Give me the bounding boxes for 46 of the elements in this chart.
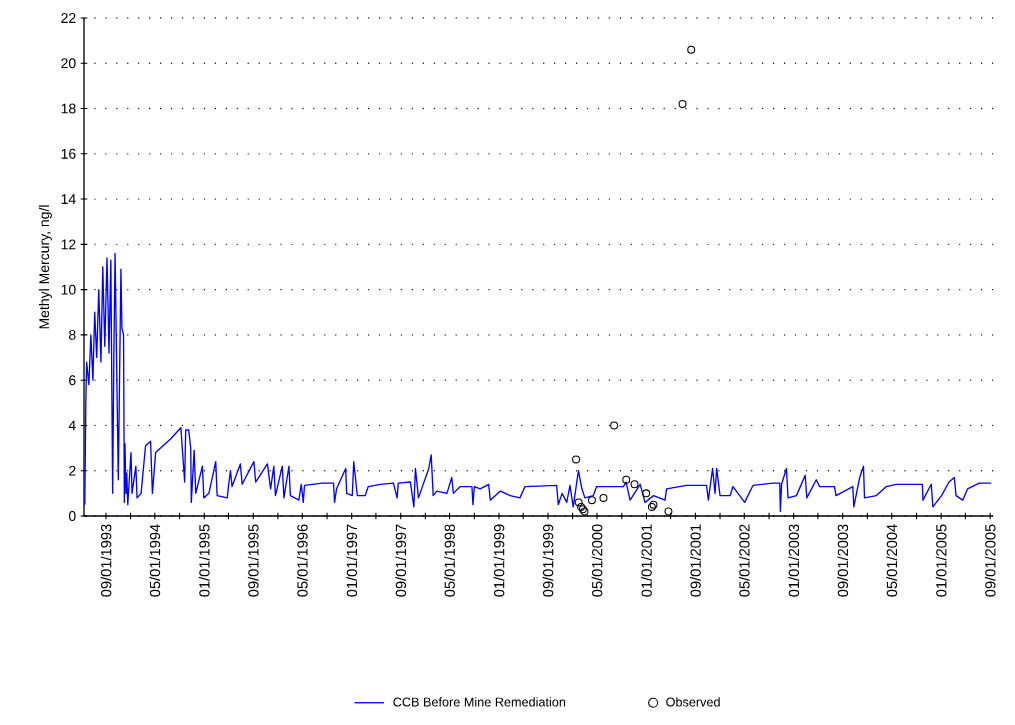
point	[678, 100, 687, 109]
x-tick-label: 01/01/1997	[346, 524, 358, 597]
line-series	[84, 252, 992, 513]
x-tick-label: 05/01/2000	[591, 524, 603, 597]
legend-label: CCB Before Mine Remediation	[393, 697, 566, 707]
x-tick-label: 09/01/2003	[837, 524, 849, 597]
y-tick-label: 10	[61, 284, 76, 295]
y-tick-label: 0	[68, 511, 76, 521]
y-tick-label: 12	[61, 239, 76, 250]
x-tick-label: 01/01/2003	[788, 524, 800, 597]
x-tick-label: 05/01/2004	[886, 524, 898, 597]
x-tick-label: 09/01/1995	[247, 524, 259, 597]
x-tick-label: 05/01/1998	[444, 524, 455, 597]
legend-label: Observed	[666, 697, 720, 707]
point	[687, 45, 696, 54]
point	[574, 498, 583, 507]
y-tick-label: 18	[61, 103, 76, 114]
y-tick-label: 4	[68, 420, 76, 431]
y-tick-label: 22	[61, 13, 76, 23]
y-tick-label: 20	[61, 58, 76, 69]
x-tick-label: 01/01/2005	[935, 524, 947, 597]
y-tick-label: 2	[69, 465, 76, 476]
x-tick-label: 01/01/1995	[198, 524, 210, 597]
point	[587, 496, 596, 505]
x-tick-label: 09/01/1999	[542, 524, 554, 597]
point	[622, 475, 631, 484]
point	[610, 421, 619, 430]
point	[664, 507, 673, 516]
x-tick-label: 09/01/1993	[100, 524, 112, 597]
y-tick-label: 6	[69, 375, 76, 386]
y-axis-title: Methyl Mercury, ng/l	[38, 205, 52, 329]
x-tick-label: 09/01/2005	[984, 524, 996, 597]
point	[572, 455, 581, 464]
x-tick-label: 01/01/2001	[641, 524, 652, 597]
x-tick-label: 05/01/1996	[296, 524, 308, 597]
x-tick-label: 01/01/1999	[493, 524, 505, 597]
y-tick-label: 8	[69, 329, 76, 340]
x-tick-label: 05/01/2002	[738, 524, 750, 597]
y-tick-label: 14	[61, 194, 76, 204]
x-tick-label: 09/01/1997	[395, 524, 407, 597]
x-tick-label: 05/01/1994	[149, 524, 161, 597]
point	[599, 493, 608, 502]
point	[630, 480, 639, 489]
x-tick-label: 09/01/2001	[690, 524, 701, 597]
point	[642, 489, 651, 498]
y-tick-label: 16	[61, 148, 76, 159]
